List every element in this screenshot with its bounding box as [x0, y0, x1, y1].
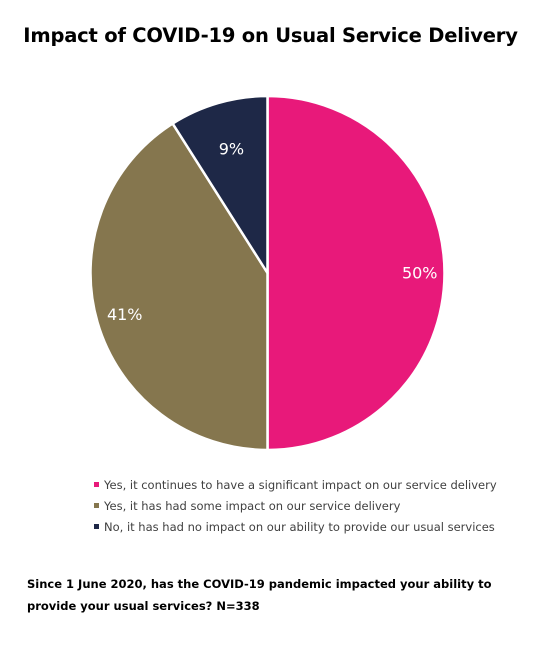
chart-legend: Yes, it continues to have a significant …: [94, 474, 497, 537]
legend-label-significant-impact: Yes, it continues to have a significant …: [104, 477, 497, 492]
legend-item-some-impact: Yes, it has had some impact on our servi…: [94, 495, 497, 516]
pie-slice-no-impact: [171, 94, 269, 275]
data-label-significant-impact: 50%: [402, 264, 438, 283]
legend-item-no-impact: No, it has had no impact on our ability …: [94, 516, 497, 537]
survey-question-footnote: Since 1 June 2020, has the COVID-19 pand…: [27, 577, 492, 613]
chart-title: Impact of COVID-19 on Usual Service Deli…: [23, 24, 518, 47]
legend-swatch-significant-impact: [94, 482, 99, 487]
legend-swatch-some-impact: [94, 503, 99, 508]
legend-item-significant-impact: Yes, it continues to have a significant …: [94, 474, 497, 495]
pie-chart: 50% 41% 9%: [89, 94, 446, 452]
legend-swatch-no-impact: [94, 524, 99, 529]
data-label-some-impact: 41%: [107, 305, 143, 324]
legend-label-no-impact: No, it has had no impact on our ability …: [104, 519, 495, 534]
data-label-no-impact: 9%: [219, 139, 244, 158]
pie-slice-significant-impact: [266, 94, 446, 452]
legend-label-some-impact: Yes, it has had some impact on our servi…: [104, 498, 401, 513]
